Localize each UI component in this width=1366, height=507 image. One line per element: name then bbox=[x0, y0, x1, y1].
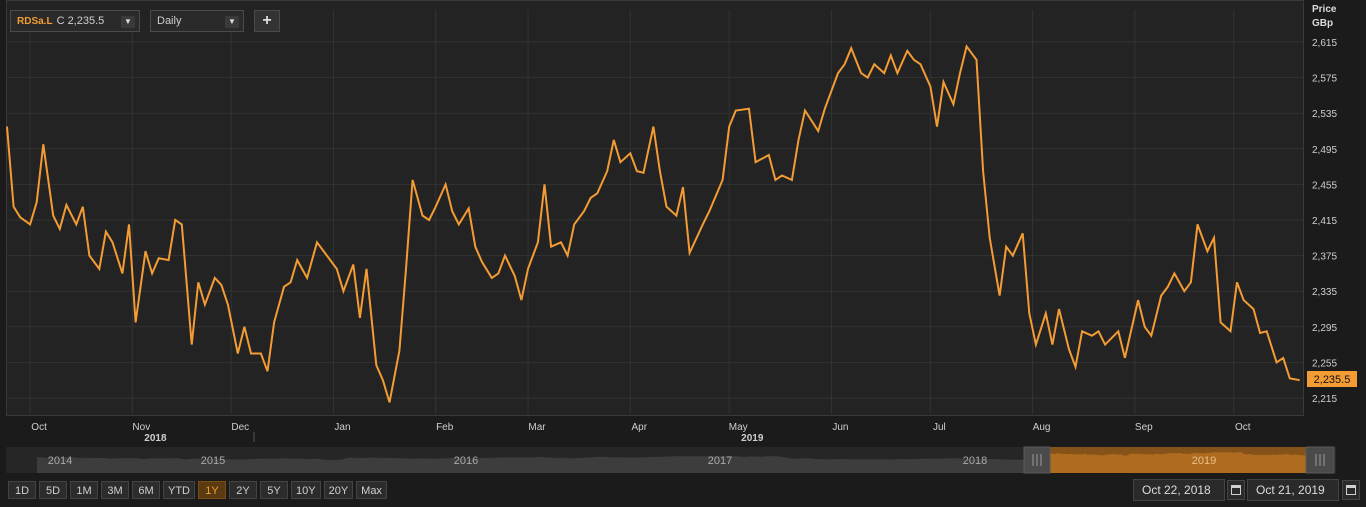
add-series-button[interactable]: + bbox=[254, 10, 280, 32]
frequency-label: Daily bbox=[157, 15, 182, 27]
x-year-label: 2019 bbox=[741, 433, 764, 444]
navigator-history-area bbox=[37, 456, 1024, 473]
navigator-left-handle[interactable] bbox=[1023, 446, 1051, 474]
x-tick-label: Jan bbox=[334, 422, 350, 433]
symbol-selector[interactable]: RDSa.L C 2,235.5 ▼ bbox=[10, 10, 140, 32]
navigator-year-label: 2019 bbox=[1192, 455, 1216, 467]
navigator-selection-area bbox=[1050, 452, 1306, 473]
x-year-label: 2018 bbox=[144, 433, 167, 444]
date-from-field[interactable]: Oct 22, 2018 bbox=[1133, 479, 1225, 501]
series-line-price bbox=[6, 44, 1300, 403]
y-tick-label: 2,375 bbox=[1312, 252, 1337, 263]
y-tick-label: 2,495 bbox=[1312, 145, 1337, 156]
price-axis-title: Price bbox=[1312, 4, 1337, 15]
x-tick-label: Sep bbox=[1135, 422, 1153, 433]
range-button-1m[interactable]: 1M bbox=[70, 481, 98, 499]
range-buttons: 1D 5D 1M 3M 6M YTD 1Y 2Y 5Y 10Y 20Y Max bbox=[8, 481, 387, 499]
x-tick-label: Jun bbox=[832, 422, 848, 433]
current-price-tag: 2,235.5 bbox=[1307, 371, 1357, 387]
chart-toolbar: RDSa.L C 2,235.5 ▼ Daily ▼ + bbox=[10, 10, 280, 34]
range-button-5d[interactable]: 5D bbox=[39, 481, 67, 499]
chevron-down-icon[interactable]: ▼ bbox=[121, 16, 135, 28]
range-button-5y[interactable]: 5Y bbox=[260, 481, 288, 499]
range-button-1d[interactable]: 1D bbox=[8, 481, 36, 499]
frequency-selector[interactable]: Daily ▼ bbox=[150, 10, 244, 32]
y-tick-label: 2,415 bbox=[1312, 216, 1337, 227]
close-price-label: C 2,235.5 bbox=[56, 15, 105, 27]
navigator-right-handle[interactable] bbox=[1305, 446, 1335, 474]
x-tick-label: Oct bbox=[1235, 422, 1251, 433]
x-tick-label: Oct bbox=[31, 422, 47, 433]
range-button-10y[interactable]: 10Y bbox=[291, 481, 321, 499]
range-button-20y[interactable]: 20Y bbox=[323, 481, 354, 499]
navigator-year-labels: 2014 2015 2016 2017 2018 2019 bbox=[48, 455, 1216, 467]
x-tick-label: Nov bbox=[132, 422, 150, 433]
range-button-2y[interactable]: 2Y bbox=[229, 481, 257, 499]
range-button-6m[interactable]: 6M bbox=[132, 481, 160, 499]
x-tick-label: Jul bbox=[933, 422, 946, 433]
y-tick-label: 2,295 bbox=[1312, 323, 1337, 334]
y-tick-label: 2,615 bbox=[1312, 38, 1337, 49]
y-tick-label: 2,215 bbox=[1312, 394, 1337, 405]
x-tick-label: May bbox=[729, 422, 748, 433]
price-axis-unit: GBp bbox=[1312, 18, 1333, 29]
chart-area[interactable] bbox=[6, 0, 1304, 416]
navigator-year-label: 2017 bbox=[708, 455, 732, 467]
range-button-max[interactable]: Max bbox=[356, 481, 387, 499]
y-tick-label: 2,335 bbox=[1312, 287, 1337, 298]
chevron-down-icon[interactable]: ▼ bbox=[225, 16, 239, 28]
x-tick-label: Apr bbox=[631, 422, 647, 433]
range-button-3m[interactable]: 3M bbox=[101, 481, 129, 499]
x-axis-labels: Oct Nov Dec Jan Feb Mar Apr May Jun Jul Aug Sep Oct 2… bbox=[31, 422, 1250, 444]
y-tick-label: 2,255 bbox=[1312, 358, 1337, 369]
x-tick-label: Feb bbox=[436, 422, 454, 433]
y-tick-label: 2,575 bbox=[1312, 74, 1337, 85]
range-button-1y[interactable]: 1Y bbox=[198, 481, 226, 499]
x-tick-label: Aug bbox=[1033, 422, 1051, 433]
date-to-field[interactable]: Oct 21, 2019 bbox=[1247, 479, 1339, 501]
grid bbox=[7, 10, 1303, 414]
range-button-ytd[interactable]: YTD bbox=[163, 481, 195, 499]
y-axis-labels: 2,215 2,255 2,295 2,335 2,375 2,415 2,455 2,495… bbox=[1312, 38, 1337, 405]
navigator-year-label: 2014 bbox=[48, 455, 72, 467]
navigator-year-label: 2016 bbox=[454, 455, 478, 467]
x-tick-label: Mar bbox=[528, 422, 546, 433]
y-tick-label: 2,535 bbox=[1312, 109, 1337, 120]
navigator-year-label: 2015 bbox=[201, 455, 225, 467]
x-tick-label: Dec bbox=[231, 422, 249, 433]
calendar-icon[interactable] bbox=[1342, 480, 1360, 500]
y-tick-label: 2,455 bbox=[1312, 180, 1337, 191]
symbol-label: RDSa.L bbox=[17, 15, 53, 27]
navigator-year-label: 2018 bbox=[963, 455, 987, 467]
calendar-icon[interactable] bbox=[1227, 480, 1245, 500]
current-price-label: 2,235.5 bbox=[1314, 374, 1351, 386]
